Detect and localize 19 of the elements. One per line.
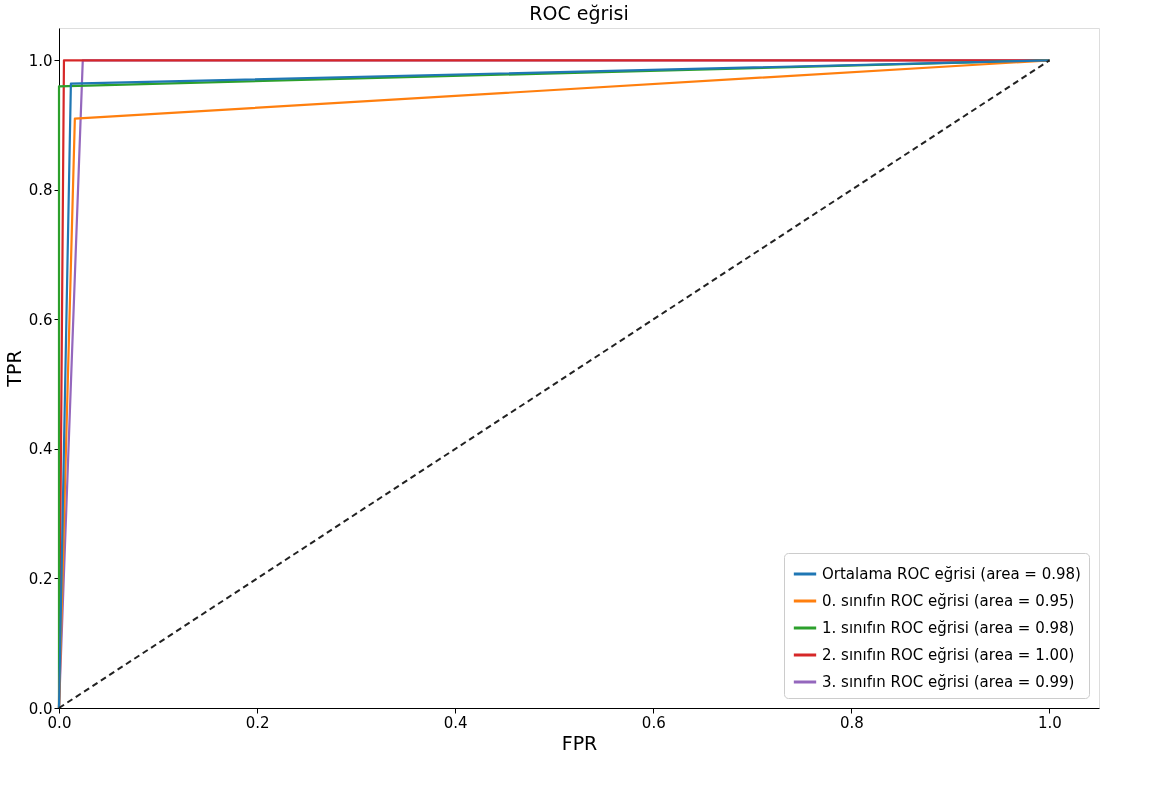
x-tick-label: 0.0 <box>47 713 72 732</box>
x-tick-label: 1.0 <box>1038 713 1062 732</box>
y-axis-title: TPR <box>2 350 25 388</box>
legend-label: 3. sınıfın ROC eğrisi (area = 0.99) <box>822 673 1075 691</box>
y-tick-label: 1.0 <box>28 51 53 70</box>
x-tick-label: 0.6 <box>641 713 666 732</box>
legend-label: 1. sınıfın ROC eğrisi (area = 0.98) <box>822 619 1075 637</box>
legend-label: Ortalama ROC eğrisi (area = 0.98) <box>822 565 1081 583</box>
legend-label: 2. sınıfın ROC eğrisi (area = 1.00) <box>822 646 1075 664</box>
y-tick-label: 0.6 <box>28 310 53 329</box>
x-axis-title: FPR <box>561 731 598 754</box>
y-tick-label: 0.8 <box>28 181 53 200</box>
y-tick-label: 0.4 <box>28 440 53 459</box>
y-tick-label: 0.2 <box>28 569 53 588</box>
legend-label: 0. sınıfın ROC eğrisi (area = 0.95) <box>822 592 1075 610</box>
x-tick-label: 0.8 <box>839 713 864 732</box>
x-tick-label: 0.4 <box>443 713 468 732</box>
chart-title: ROC eğrisi <box>529 2 629 24</box>
x-tick-label: 0.2 <box>245 713 270 732</box>
